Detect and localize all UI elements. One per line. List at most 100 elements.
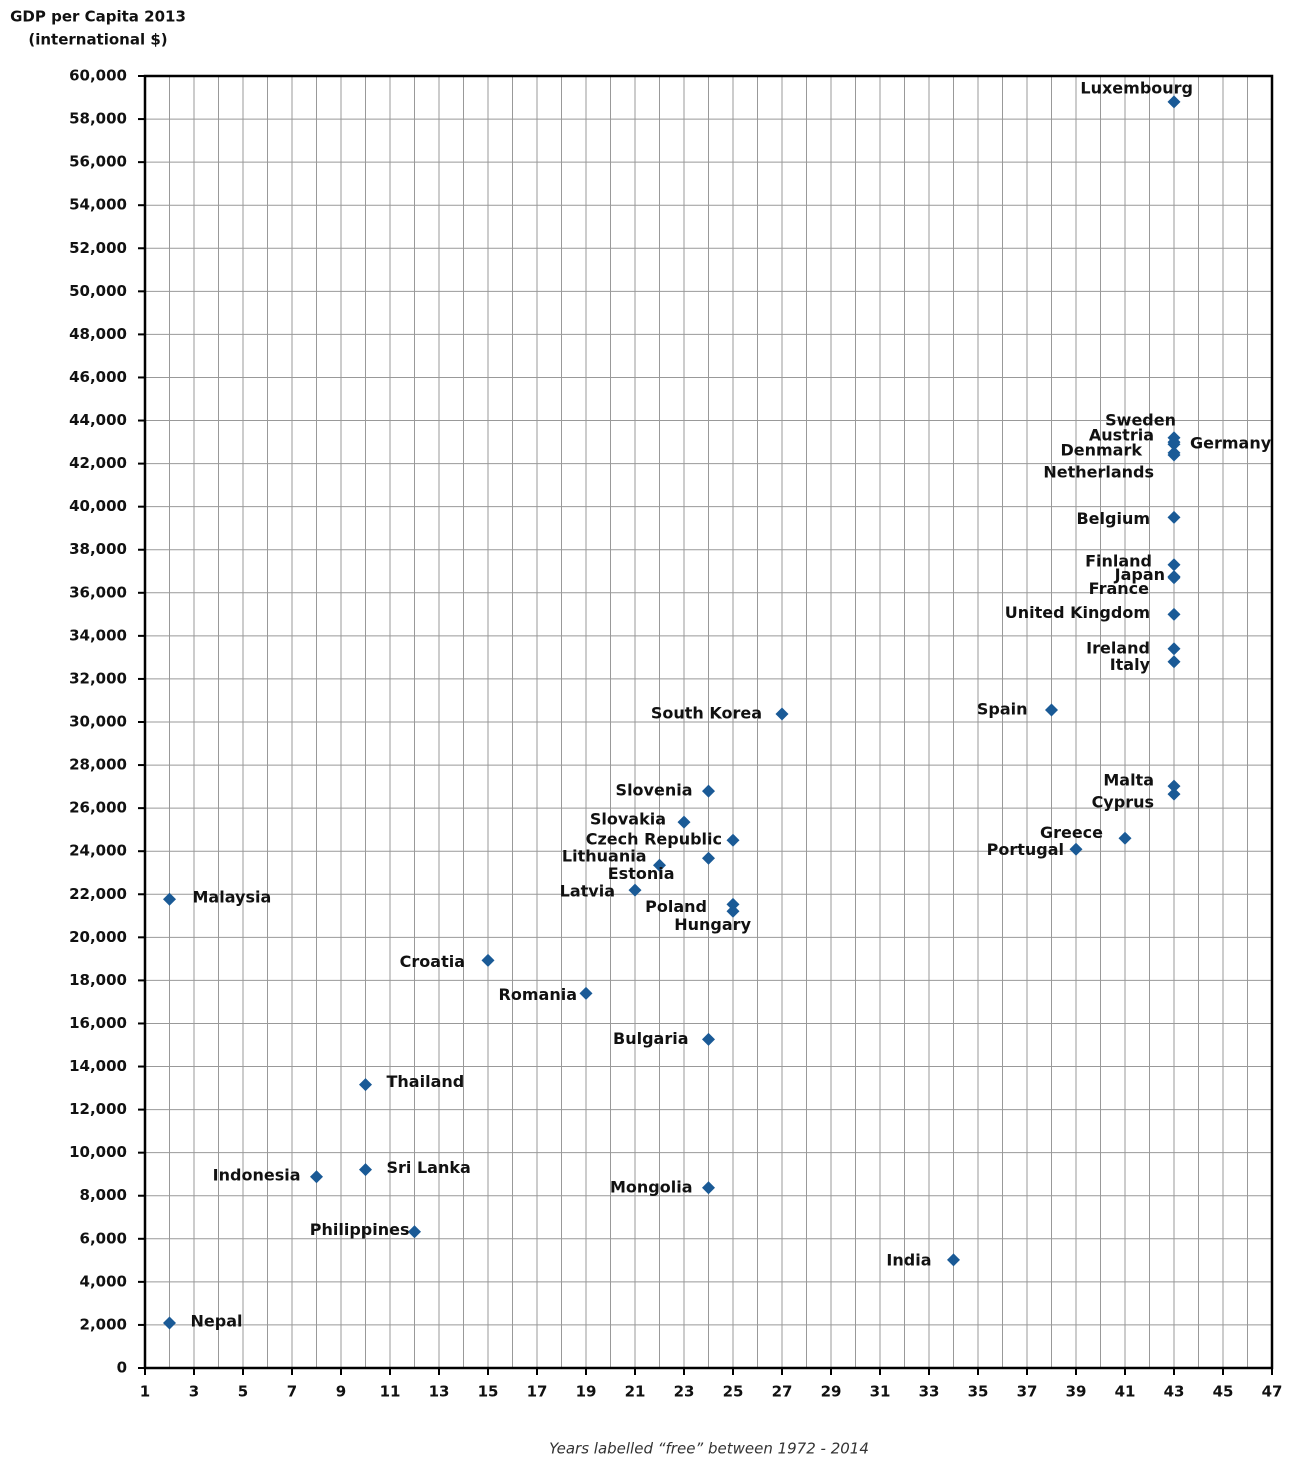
point-label: Germany	[1190, 434, 1272, 453]
data-point	[1118, 831, 1132, 845]
x-tick-label: 13	[429, 1383, 450, 1401]
x-tick-label: 3	[189, 1383, 199, 1401]
point-label: Netherlands	[1043, 462, 1154, 481]
x-tick-label: 21	[625, 1383, 646, 1401]
x-tick-label: 43	[1164, 1383, 1185, 1401]
data-point	[481, 953, 495, 967]
point-label: Philippines	[310, 1220, 410, 1239]
y-tick-label: 12,000	[69, 1100, 127, 1118]
point-label: Thailand	[387, 1072, 465, 1091]
y-tick-label: 2,000	[80, 1315, 127, 1333]
data-point	[579, 986, 593, 1000]
point-label: Estonia	[608, 864, 675, 883]
y-axis-label: (international $)	[28, 31, 167, 49]
x-tick-label: 23	[674, 1383, 695, 1401]
point-label: Sweden	[1105, 410, 1176, 429]
y-tick-label: 54,000	[69, 196, 127, 214]
y-tick-label: 48,000	[69, 325, 127, 343]
point-label: Luxembourg	[1080, 78, 1193, 97]
x-tick-label: 35	[968, 1383, 989, 1401]
point-label: Hungary	[674, 915, 751, 934]
y-tick-label: 20,000	[69, 928, 127, 946]
point-label: Belgium	[1076, 509, 1150, 528]
data-point	[628, 883, 642, 897]
point-label: Czech Republic	[586, 830, 722, 849]
data-point	[1167, 655, 1181, 669]
data-point	[677, 815, 691, 829]
point-label: France	[1089, 579, 1149, 598]
point-label: Malaysia	[193, 888, 272, 907]
data-point	[726, 904, 740, 918]
y-tick-label: 10,000	[69, 1143, 127, 1161]
x-tick-label: 45	[1213, 1383, 1234, 1401]
x-tick-label: 19	[576, 1383, 597, 1401]
point-label: United Kingdom	[1005, 603, 1150, 622]
data-point	[1167, 779, 1181, 793]
point-label: Nepal	[191, 1311, 243, 1330]
y-tick-label: 30,000	[69, 713, 127, 731]
data-point	[163, 892, 176, 906]
x-tick-label: 29	[821, 1383, 842, 1401]
x-tick-label: 17	[527, 1383, 548, 1401]
y-tick-label: 28,000	[69, 756, 127, 774]
y-tick-label: 56,000	[69, 153, 127, 171]
data-point	[702, 851, 715, 865]
data-point	[947, 1253, 960, 1267]
point-label: India	[886, 1250, 931, 1269]
y-tick-label: 40,000	[69, 497, 127, 515]
x-tick-label: 33	[919, 1383, 940, 1401]
point-label: Denmark	[1060, 440, 1142, 459]
y-tick-label: 4,000	[80, 1272, 127, 1290]
data-point	[1167, 787, 1181, 801]
point-label: Italy	[1110, 655, 1151, 674]
y-tick-label: 22,000	[69, 885, 127, 903]
point-label: Slovenia	[616, 781, 693, 800]
point-label: Finland	[1085, 551, 1152, 570]
data-point	[653, 858, 666, 872]
data-point	[163, 1316, 176, 1330]
point-label: Croatia	[400, 952, 465, 971]
point-label: Austria	[1089, 426, 1154, 445]
y-tick-label: 44,000	[69, 411, 127, 429]
data-point	[702, 784, 715, 798]
y-tick-label: 60,000	[69, 67, 127, 85]
y-tick-label: 50,000	[69, 282, 127, 300]
data-point	[1069, 842, 1083, 856]
x-tick-label: 31	[870, 1383, 891, 1401]
point-label: Romania	[499, 985, 577, 1004]
x-tick-label: 41	[1115, 1383, 1136, 1401]
point-label: Portugal	[987, 840, 1064, 859]
data-point	[1045, 703, 1058, 717]
data-point	[359, 1078, 372, 1092]
data-point	[702, 1181, 715, 1195]
x-tick-label: 9	[336, 1383, 346, 1401]
data-point	[702, 1032, 715, 1046]
data-point	[1167, 448, 1181, 462]
point-label: Ireland	[1086, 638, 1150, 657]
x-tick-label: 7	[287, 1383, 297, 1401]
x-tick-label: 39	[1066, 1383, 1087, 1401]
y-tick-label: 14,000	[69, 1057, 127, 1075]
x-tick-label: 25	[723, 1383, 744, 1401]
point-label: Latvia	[560, 882, 615, 901]
data-point	[1167, 558, 1181, 572]
y-tick-label: 24,000	[69, 842, 127, 860]
data-point	[1167, 607, 1181, 621]
point-label: South Korea	[651, 704, 762, 723]
y-tick-label: 16,000	[69, 1014, 127, 1032]
y-tick-label: 8,000	[80, 1186, 127, 1204]
y-tick-label: 6,000	[80, 1229, 127, 1247]
point-label: Slovakia	[590, 810, 666, 829]
data-point	[775, 707, 789, 721]
x-tick-label: 47	[1262, 1383, 1283, 1401]
x-tick-label: 1	[140, 1383, 150, 1401]
data-point	[359, 1163, 372, 1177]
data-point	[1167, 437, 1181, 451]
data-point	[726, 833, 740, 847]
point-label: Lithuania	[562, 847, 647, 866]
y-tick-label: 52,000	[69, 239, 127, 257]
y-tick-label: 0	[117, 1359, 127, 1377]
y-tick-label: 46,000	[69, 368, 127, 386]
x-tick-label: 5	[238, 1383, 248, 1401]
